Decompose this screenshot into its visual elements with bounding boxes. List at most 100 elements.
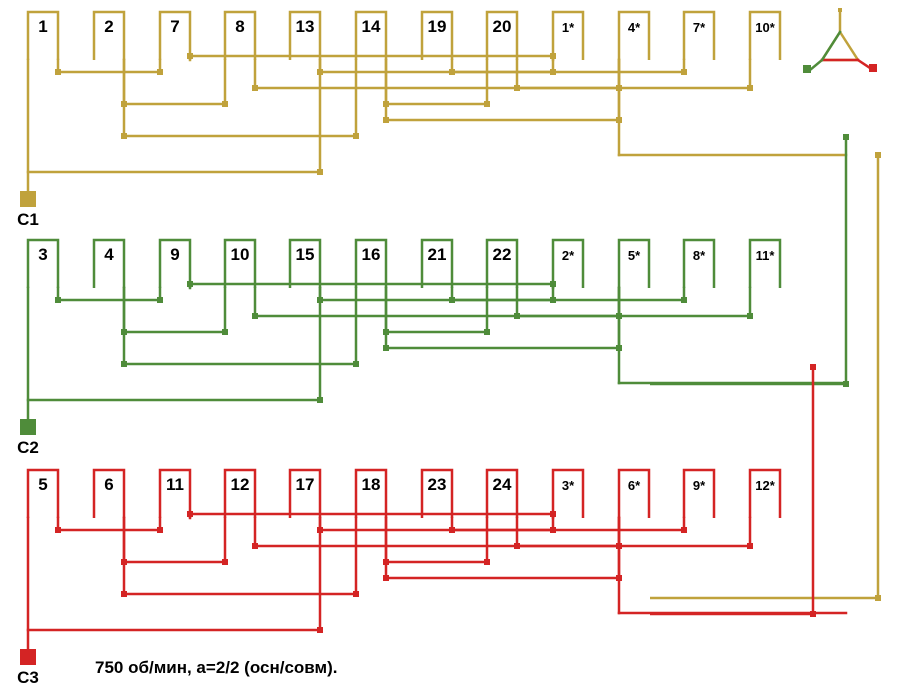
coil-label: 3* xyxy=(562,478,575,493)
terminal-label: C3 xyxy=(17,668,39,687)
star-connection-icon xyxy=(869,64,877,72)
coil-label: 1* xyxy=(562,20,575,35)
coil-label: 18 xyxy=(362,475,381,494)
junction-dot xyxy=(383,345,389,351)
phase3-crossover xyxy=(650,367,815,616)
coil-1 xyxy=(26,10,60,60)
junction-dot xyxy=(449,69,455,75)
terminal-square-c1 xyxy=(20,191,36,207)
junction-dot xyxy=(484,559,490,565)
coil-15 xyxy=(288,238,322,288)
coil-19 xyxy=(420,10,454,60)
coil-2 xyxy=(92,10,126,60)
coil-10 xyxy=(223,238,257,288)
junction-dot xyxy=(550,527,556,533)
star-connection-icon xyxy=(838,8,842,12)
coil-11 xyxy=(158,468,192,518)
junction-dot xyxy=(353,591,359,597)
coil-label: 24 xyxy=(493,475,512,494)
coil-label: 5 xyxy=(38,475,47,494)
coil-label: 7 xyxy=(170,17,179,36)
terminal-label: C2 xyxy=(17,438,39,457)
coil-3star xyxy=(551,468,585,518)
coil-label: 13 xyxy=(296,17,315,36)
junction-dot xyxy=(353,133,359,139)
coil-label: 12* xyxy=(755,478,775,493)
star-connection-icon xyxy=(820,30,842,62)
junction-dot xyxy=(747,543,753,549)
junction-dot xyxy=(187,53,193,59)
junction-dot xyxy=(514,543,520,549)
terminal-square-c3 xyxy=(20,649,36,665)
junction-dot xyxy=(484,329,490,335)
coil-2star xyxy=(551,238,585,288)
junction-dot xyxy=(55,527,61,533)
coil-label: 4 xyxy=(104,245,114,264)
junction-dot xyxy=(875,152,881,158)
coil-label: 4* xyxy=(628,20,641,35)
coil-label: 9 xyxy=(170,245,179,264)
coil-14 xyxy=(354,10,388,60)
junction-dot xyxy=(157,297,163,303)
coil-label: 2 xyxy=(104,17,113,36)
junction-dot xyxy=(187,511,193,517)
junction-dot xyxy=(187,281,193,287)
junction-dot xyxy=(121,591,127,597)
coil-6star xyxy=(617,468,651,518)
coil-21 xyxy=(420,238,454,288)
junction-dot xyxy=(317,627,323,633)
coil-23 xyxy=(420,468,454,518)
junction-dot xyxy=(157,527,163,533)
terminal-square-c2 xyxy=(20,419,36,435)
junction-dot xyxy=(747,85,753,91)
coil-4 xyxy=(92,238,126,288)
coil-label: 7* xyxy=(693,20,706,35)
junction-dot xyxy=(353,361,359,367)
coil-label: 16 xyxy=(362,245,381,264)
junction-dot xyxy=(449,297,455,303)
junction-dot xyxy=(514,313,520,319)
star-connection-icon xyxy=(856,58,872,70)
coil-6 xyxy=(92,468,126,518)
junction-dot xyxy=(681,69,687,75)
junction-dot xyxy=(681,297,687,303)
junction-dot xyxy=(383,117,389,123)
coil-label: 11* xyxy=(756,248,776,263)
terminal-label: C1 xyxy=(17,210,39,229)
coil-10star xyxy=(748,10,782,60)
coil-label: 6* xyxy=(628,478,641,493)
junction-dot xyxy=(843,381,849,387)
junction-dot xyxy=(843,134,849,140)
junction-dot xyxy=(252,543,258,549)
junction-dot xyxy=(121,361,127,367)
coil-label: 8 xyxy=(235,17,244,36)
coil-label: 17 xyxy=(296,475,315,494)
junction-dot xyxy=(550,511,556,517)
junction-dot xyxy=(747,313,753,319)
coil-3 xyxy=(26,238,60,288)
junction-dot xyxy=(484,101,490,107)
junction-dot xyxy=(222,101,228,107)
junction-dot xyxy=(317,169,323,175)
junction-dot xyxy=(810,364,816,370)
diagram-caption: 750 об/мин, а=2/2 (осн/совм). xyxy=(95,658,338,677)
coil-1star xyxy=(551,10,585,60)
coil-label: 2* xyxy=(562,248,575,263)
junction-dot xyxy=(514,85,520,91)
coil-24 xyxy=(485,468,519,518)
junction-dot xyxy=(550,69,556,75)
junction-dot xyxy=(550,297,556,303)
coil-7 xyxy=(158,10,192,60)
star-connection-icon xyxy=(803,65,811,73)
coil-label: 6 xyxy=(104,475,113,494)
coil-8 xyxy=(223,10,257,60)
junction-dot xyxy=(875,595,881,601)
junction-dot xyxy=(222,559,228,565)
junction-dot xyxy=(449,527,455,533)
coil-label: 11 xyxy=(166,475,184,494)
junction-dot xyxy=(252,313,258,319)
coil-label: 10* xyxy=(755,20,775,35)
coil-4star xyxy=(617,10,651,60)
